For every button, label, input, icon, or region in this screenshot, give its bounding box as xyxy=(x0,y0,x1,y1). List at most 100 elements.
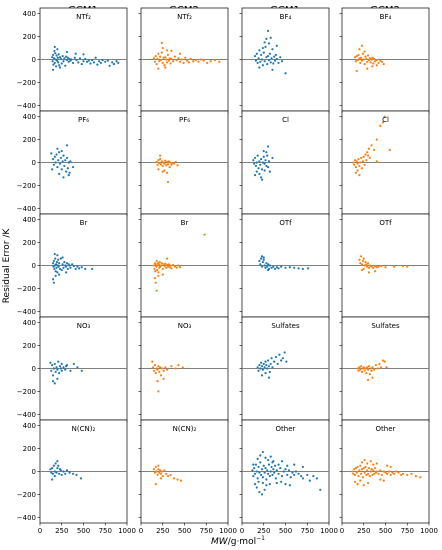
data-point xyxy=(260,157,263,161)
data-point xyxy=(267,58,271,62)
data-point xyxy=(49,361,52,364)
data-point xyxy=(158,161,161,165)
data-point xyxy=(370,468,373,471)
data-point xyxy=(385,366,388,369)
data-point xyxy=(263,366,266,369)
data-point xyxy=(280,60,284,63)
data-point xyxy=(259,60,262,63)
data-point xyxy=(362,155,365,158)
data-point xyxy=(377,472,380,475)
scatter-panel: NO₃ xyxy=(138,316,229,423)
data-point xyxy=(381,121,384,124)
data-point xyxy=(265,478,268,481)
x-tick-label: 250 xyxy=(55,527,68,535)
data-point xyxy=(60,149,63,153)
scatter-panel: Sulfates xyxy=(239,316,330,423)
data-point xyxy=(153,471,157,474)
data-point xyxy=(177,264,180,267)
data-point xyxy=(166,180,170,184)
data-point xyxy=(181,366,184,369)
data-point xyxy=(64,159,67,162)
data-point xyxy=(51,278,55,281)
data-point xyxy=(60,473,63,477)
data-point xyxy=(159,366,162,369)
data-point xyxy=(355,69,358,73)
data-point xyxy=(274,355,278,359)
panel-title: Other xyxy=(376,425,396,433)
data-point xyxy=(172,263,175,267)
data-point xyxy=(375,462,378,465)
data-point xyxy=(261,260,264,264)
data-point xyxy=(161,170,164,173)
data-point xyxy=(52,281,56,284)
data-point xyxy=(154,465,157,469)
data-point xyxy=(51,472,55,475)
data-point xyxy=(288,484,291,487)
data-point xyxy=(275,57,278,61)
data-point xyxy=(80,266,83,269)
data-point xyxy=(372,266,375,269)
data-point xyxy=(159,477,163,480)
data-point xyxy=(59,469,62,472)
data-point xyxy=(300,474,303,478)
data-point xyxy=(367,378,370,382)
data-point xyxy=(291,471,294,474)
data-point xyxy=(354,466,358,470)
data-point xyxy=(69,369,72,372)
panel-title: Br xyxy=(80,219,88,227)
data-point xyxy=(53,362,56,366)
scatter-panel: OTf xyxy=(339,213,430,320)
panel-title: Cl xyxy=(282,116,289,124)
data-point xyxy=(64,368,67,371)
x-tick-label: 500 xyxy=(77,527,90,535)
data-point xyxy=(152,369,156,372)
data-point xyxy=(164,366,167,369)
data-point xyxy=(276,362,279,366)
data-point xyxy=(267,160,271,163)
data-point xyxy=(179,60,182,63)
y-tick-label: 400 xyxy=(23,216,36,224)
data-point xyxy=(354,171,358,174)
data-point xyxy=(257,167,260,170)
data-point xyxy=(256,154,259,157)
data-point xyxy=(54,274,57,277)
data-point xyxy=(366,462,369,465)
data-point xyxy=(278,353,281,356)
data-point xyxy=(269,36,272,39)
scatter-panel: N(CN)₂ xyxy=(138,419,229,526)
data-point xyxy=(259,163,262,166)
data-point xyxy=(159,157,162,161)
data-point xyxy=(51,262,55,265)
data-point xyxy=(163,64,166,67)
y-tick-labels: 400 200 0 −200 −400 400 200 0 −200 −400 400 200 0 −20… xyxy=(17,10,36,522)
data-point xyxy=(65,156,69,160)
y-tick-label: 200 xyxy=(23,342,36,350)
data-point xyxy=(54,270,57,273)
data-point xyxy=(49,468,52,471)
data-point xyxy=(369,61,372,64)
data-point xyxy=(268,370,271,374)
data-point xyxy=(166,265,170,268)
data-point xyxy=(263,264,266,267)
data-point xyxy=(406,473,409,477)
data-point xyxy=(160,262,163,265)
data-point xyxy=(158,60,161,63)
data-point xyxy=(152,366,155,369)
data-point xyxy=(54,263,58,266)
data-point xyxy=(380,60,384,63)
data-point xyxy=(164,56,167,59)
data-point xyxy=(358,173,361,177)
data-point xyxy=(71,263,74,266)
data-point xyxy=(382,62,385,66)
data-point xyxy=(51,157,55,161)
data-point xyxy=(184,56,187,59)
data-point xyxy=(192,60,195,63)
data-point xyxy=(270,57,273,60)
data-point xyxy=(62,366,65,369)
x-tick-label: 1000 xyxy=(320,527,338,535)
data-point xyxy=(365,473,368,477)
data-point xyxy=(61,160,64,163)
data-point xyxy=(280,265,283,268)
data-point xyxy=(366,469,369,472)
data-point xyxy=(252,474,255,478)
